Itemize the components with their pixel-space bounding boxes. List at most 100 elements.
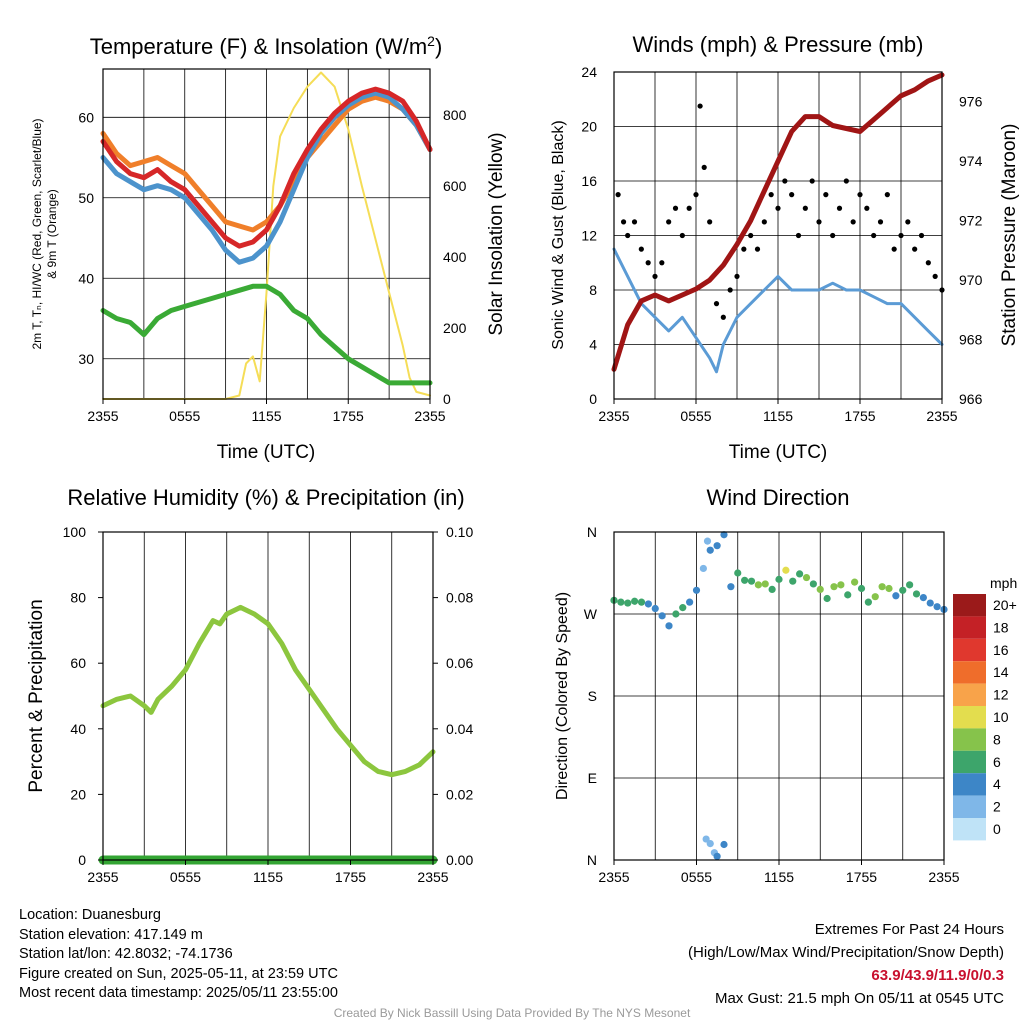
legend-label: 12 bbox=[993, 687, 1009, 703]
legend-label: 14 bbox=[993, 664, 1009, 680]
gust-point bbox=[693, 192, 699, 198]
direction-point bbox=[775, 575, 783, 583]
gust-point bbox=[741, 246, 747, 252]
extremes-info: Extremes For Past 24 Hours (High/Low/Max… bbox=[688, 918, 1004, 1010]
direction-point bbox=[727, 583, 735, 591]
gust-point bbox=[620, 219, 627, 225]
direction-point bbox=[624, 599, 632, 607]
rh-x-ticks: 2355 0555 1155 1755 2355 bbox=[87, 860, 449, 885]
legend-swatch bbox=[953, 795, 986, 818]
direction-point bbox=[703, 537, 712, 545]
wind-xlabel: Time (UTC) bbox=[729, 442, 828, 463]
wind-ytick-label: 4 bbox=[589, 337, 597, 353]
wind-ytick-label: 12 bbox=[581, 228, 597, 244]
direction-point bbox=[651, 604, 659, 613]
wind-series bbox=[611, 72, 945, 374]
direction-point bbox=[851, 578, 859, 586]
temp-xtick-label: 1155 bbox=[251, 408, 281, 424]
direction-point bbox=[617, 598, 625, 606]
rh-line bbox=[100, 604, 436, 778]
temp-y2tick-label: 0 bbox=[443, 391, 451, 407]
gust-point bbox=[836, 205, 843, 211]
elevation-text: Station elevation: 417.149 m bbox=[19, 926, 203, 943]
wind-ylabel: Sonic Wind & Gust (Blue, Black) bbox=[550, 120, 567, 349]
rh-ytick-label: 0 bbox=[78, 852, 86, 868]
rh-ytick-label: 60 bbox=[70, 655, 86, 671]
dir-ytick-label: E bbox=[588, 770, 597, 786]
legend-label: 20+ bbox=[993, 597, 1017, 613]
gust-point bbox=[679, 232, 685, 239]
direction-point bbox=[692, 586, 701, 594]
rh-y2tick-label: 0.04 bbox=[446, 721, 473, 737]
gust-point bbox=[809, 178, 815, 184]
rh-ytick-label: 20 bbox=[70, 786, 86, 802]
wind-y-ticks: 0 4 8 12 16 20 24 bbox=[581, 64, 597, 407]
direction-point bbox=[926, 599, 934, 607]
direction-point bbox=[644, 600, 652, 608]
direction-point bbox=[823, 594, 831, 603]
panel-temperature: Temperature (F) & Insolation (W/m2) 2355… bbox=[30, 33, 507, 463]
gust-point bbox=[864, 205, 870, 211]
gust-point bbox=[918, 232, 925, 239]
gust-point bbox=[775, 205, 781, 211]
temp-series-t9m bbox=[100, 94, 433, 233]
direction-point bbox=[720, 531, 728, 539]
direction-point bbox=[912, 590, 921, 598]
direction-point bbox=[699, 564, 707, 573]
wind-ytick-label: 0 bbox=[589, 391, 597, 407]
legend-swatch bbox=[953, 594, 986, 617]
direction-point bbox=[706, 546, 714, 554]
temp-y2tick-label: 600 bbox=[443, 178, 467, 194]
direction-point bbox=[665, 622, 673, 630]
legend-label: 4 bbox=[993, 776, 1001, 792]
gust-point bbox=[659, 260, 665, 266]
dir-ytick-label: N bbox=[587, 524, 597, 540]
gust-point bbox=[652, 273, 658, 279]
temp-xtick-label: 2355 bbox=[87, 408, 118, 424]
temp-ylabel-1: 2m T, Tₙ, HI/WC (Red, Green, Scarlet/Blu… bbox=[30, 118, 44, 349]
legend-swatch bbox=[953, 683, 986, 706]
wind-y2tick-label: 976 bbox=[959, 94, 983, 110]
dir-xtick-label: 1755 bbox=[846, 869, 877, 885]
dir-xtick-label: 2355 bbox=[928, 869, 959, 885]
wind-title: Winds (mph) & Pressure (mb) bbox=[633, 32, 924, 57]
temp-y2label: Solar Insolation (Yellow) bbox=[486, 132, 507, 335]
gust-point bbox=[754, 246, 761, 252]
direction-point bbox=[734, 569, 742, 577]
rh-y2tick-label: 0.06 bbox=[446, 655, 473, 671]
direction-point bbox=[892, 592, 900, 600]
legend-swatch bbox=[953, 616, 986, 639]
direction-point bbox=[631, 597, 639, 605]
rh-ylabel: Percent & Precipitation bbox=[26, 599, 47, 792]
wind-y2label: Station Pressure (Maroon) bbox=[999, 124, 1020, 347]
location-text: Location: Duanesburg bbox=[19, 907, 161, 923]
direction-point bbox=[919, 594, 927, 602]
gust-point bbox=[857, 192, 863, 198]
gust-point bbox=[645, 260, 651, 266]
dir-xtick-label: 0555 bbox=[681, 869, 712, 885]
legend-swatch bbox=[953, 818, 986, 841]
temp-xtick-label: 1755 bbox=[333, 408, 364, 424]
wind-ytick-label: 24 bbox=[581, 64, 597, 80]
temp-y2tick-label: 400 bbox=[443, 249, 467, 265]
rh-xtick-label: 2355 bbox=[417, 869, 448, 885]
dir-series bbox=[610, 531, 948, 860]
temp-y2tick-label: 800 bbox=[443, 107, 467, 123]
gust-point bbox=[802, 205, 808, 211]
temp-series-hi_wc bbox=[100, 90, 433, 265]
insolation-line bbox=[102, 71, 431, 400]
gust-point bbox=[789, 192, 795, 198]
legend-title: mph bbox=[990, 575, 1017, 591]
dir-ytick-label: W bbox=[584, 606, 598, 622]
temp-title: Temperature (F) & Insolation (W/m2) bbox=[90, 33, 443, 59]
legend-label: 0 bbox=[993, 821, 1001, 837]
gust-point bbox=[707, 219, 713, 225]
rh-y-ticks: 0 20 40 60 80 100 bbox=[63, 524, 103, 868]
gust-point bbox=[905, 219, 911, 225]
gust-point bbox=[672, 205, 679, 211]
temp-gridlines bbox=[103, 69, 430, 399]
wind-y2tick-label: 972 bbox=[959, 213, 983, 229]
temp-ytick-label: 40 bbox=[78, 270, 94, 286]
wind-y2-ticks: 966 968 970 972 974 976 bbox=[959, 94, 983, 407]
